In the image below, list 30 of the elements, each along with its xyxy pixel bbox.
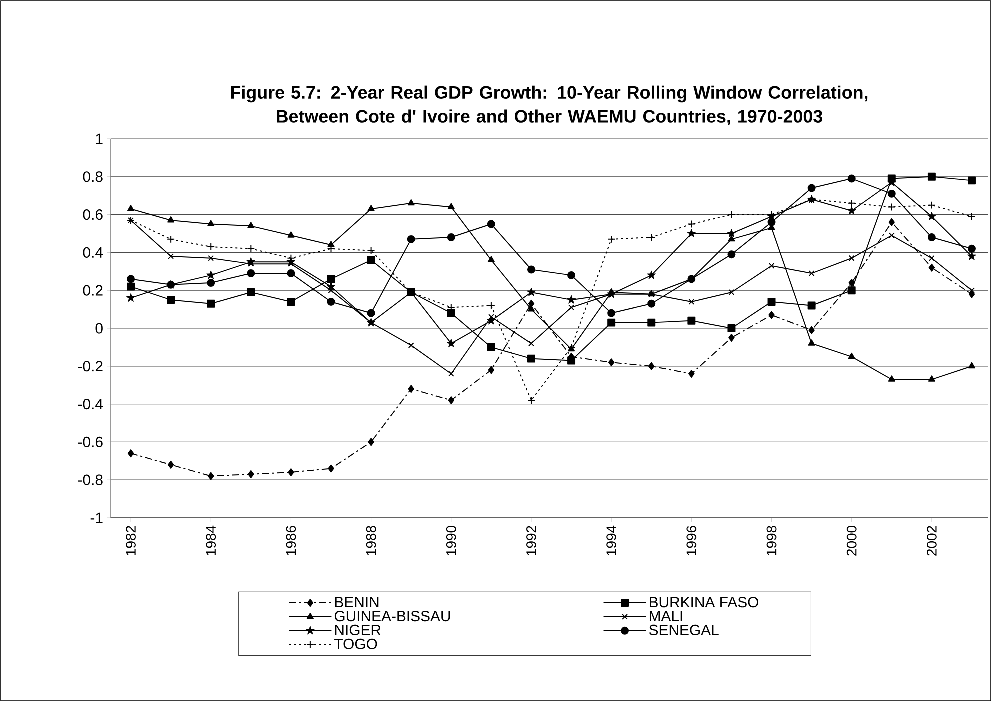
x-tick-label: 1982 — [126, 526, 136, 556]
y-tick-label: -0.4 — [78, 399, 104, 410]
y-tick-label: 0.4 — [83, 247, 104, 258]
y-tick-label: -1 — [90, 512, 103, 524]
y-tick-label: 1 — [96, 134, 103, 144]
y-tick-label: -0.6 — [78, 436, 103, 448]
x-tick-label: 1984 — [206, 526, 216, 556]
x-tick-label: 1998 — [766, 526, 777, 556]
legend-label: BENIN — [335, 597, 379, 608]
x-tick-label: 2002 — [927, 526, 937, 556]
y-tick-label: 0.6 — [83, 210, 103, 220]
chart-title: Figure 5.7: 2-Year Real GDP Growth: 10-Year Rolling Window Correlation, Between Cote d' Ivoire and Other WAEMU Countries, 1970-2003 — [231, 86, 868, 126]
legend-label: GUINEA-BISSAU — [334, 611, 450, 622]
legend-label: SENEGAL — [649, 624, 719, 636]
x-tick-label: 1986 — [286, 526, 296, 556]
y-tick-label: 0 — [96, 323, 103, 334]
legend-label: MALI — [650, 611, 682, 622]
legend-label: TOGO — [334, 638, 378, 650]
x-tick-label: 1994 — [606, 526, 617, 556]
x-tick-label: 1992 — [526, 526, 536, 556]
y-tick-label: -0.8 — [78, 474, 103, 486]
x-tick-label: 1996 — [686, 526, 697, 556]
x-tick-label: 1988 — [366, 526, 376, 556]
y-tick-label: 0.8 — [83, 172, 103, 182]
legend-label: BURKINA FASO — [650, 597, 759, 608]
x-tick-label: 2000 — [846, 526, 857, 556]
x-tick-label: 1990 — [446, 526, 456, 556]
y-tick-label: -0.2 — [78, 361, 103, 372]
y-tick-label: 0.2 — [83, 285, 103, 296]
legend-label: NIGER — [335, 624, 381, 636]
